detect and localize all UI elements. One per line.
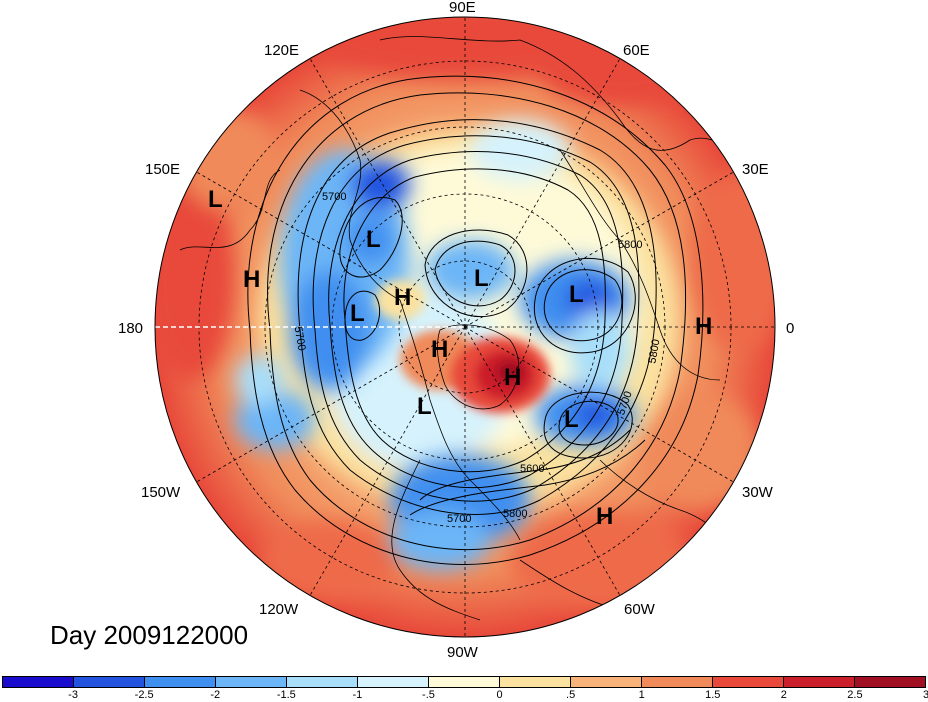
lon-label-120e: 120E bbox=[264, 42, 299, 59]
height-contours bbox=[247, 75, 704, 565]
day-label: Day 2009122000 bbox=[50, 620, 249, 650]
colorbar-segment bbox=[642, 677, 713, 687]
pressure-center-l: L bbox=[208, 186, 223, 213]
pressure-center-h: H bbox=[431, 336, 448, 363]
colorbar-tick-label: 1 bbox=[638, 689, 645, 701]
colorbar-segment bbox=[713, 677, 784, 687]
colorbar-tick-label: 2 bbox=[780, 689, 787, 701]
pressure-center-group: L H L L H L L H H H L L H H bbox=[208, 186, 712, 530]
pressure-center-l: L bbox=[564, 406, 579, 433]
colorbar-segment bbox=[145, 677, 216, 687]
map-border bbox=[154, 16, 776, 638]
lon-label-30w: 30W bbox=[742, 484, 774, 501]
colorbar-segment bbox=[358, 677, 429, 687]
colorbar-segment bbox=[855, 677, 925, 687]
lon-label-0: 0 bbox=[786, 320, 794, 337]
longitude-labels: 90E 120E 60E 150E 30E 180 0 150W 30W 120… bbox=[118, 0, 794, 661]
pressure-center-l: L bbox=[366, 226, 381, 253]
pressure-center-l: L bbox=[569, 281, 584, 308]
colorbar-tick-label: 2.5 bbox=[847, 689, 863, 701]
contour-label: 5800 bbox=[503, 508, 527, 520]
pressure-center-h: H bbox=[394, 284, 411, 311]
colorbar-tick-label: -1.5 bbox=[276, 689, 296, 701]
contour-label: 5700 bbox=[447, 513, 471, 525]
colorbar-segment bbox=[216, 677, 287, 687]
lon-label-90w: 90W bbox=[447, 644, 479, 661]
lon-label-30e: 30E bbox=[742, 161, 769, 178]
lon-label-150w: 150W bbox=[141, 484, 181, 501]
pressure-center-h: H bbox=[504, 364, 521, 391]
colorbar-tick-label: -2 bbox=[210, 689, 221, 701]
contour-label: 5700 bbox=[292, 325, 308, 351]
contour-label: 5800 bbox=[618, 239, 642, 251]
lon-label-120w: 120W bbox=[259, 601, 299, 618]
colorbar bbox=[2, 676, 926, 688]
lon-label-180: 180 bbox=[118, 320, 143, 337]
lon-label-90e: 90E bbox=[449, 0, 476, 16]
contour-label: 5600 bbox=[520, 463, 544, 475]
colorbar-segment bbox=[500, 677, 571, 687]
colorbar-tick-label: 3 bbox=[922, 689, 928, 701]
pressure-center-l: L bbox=[474, 265, 489, 292]
colorbar-segment bbox=[3, 677, 74, 687]
lon-label-60w: 60W bbox=[624, 601, 656, 618]
pressure-center-l: L bbox=[417, 393, 432, 420]
lon-label-60e: 60E bbox=[623, 42, 650, 59]
colorbar-segment bbox=[571, 677, 642, 687]
colorbar-tick-label: -.5 bbox=[422, 689, 435, 701]
pressure-center-h: H bbox=[243, 266, 260, 293]
colorbar-tick-label: 1.5 bbox=[705, 689, 721, 701]
pressure-center-l: L bbox=[350, 300, 365, 327]
colorbar-segment bbox=[74, 677, 145, 687]
colorbar-tick-label: -2.5 bbox=[134, 689, 154, 701]
contour-label: 5800 bbox=[646, 338, 662, 364]
colorbar-segment bbox=[287, 677, 358, 687]
colorbar-segment bbox=[784, 677, 855, 687]
colorbar-tick-label: -1 bbox=[352, 689, 363, 701]
pressure-center-h: H bbox=[695, 313, 712, 340]
colorbar-segment bbox=[429, 677, 500, 687]
colorbar-tick-label: -3 bbox=[68, 689, 78, 701]
anomaly-field bbox=[155, 17, 775, 637]
pressure-center-h: H bbox=[596, 503, 613, 530]
graticule bbox=[196, 17, 775, 637]
colorbar-tick-label: 0 bbox=[496, 689, 503, 701]
lon-label-150e: 150E bbox=[145, 161, 180, 178]
contour-label: 5700 bbox=[322, 191, 346, 203]
colorbar-tick-label: .5 bbox=[566, 689, 576, 701]
